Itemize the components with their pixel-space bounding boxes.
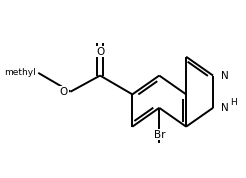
Text: N: N xyxy=(221,103,228,113)
Text: Br: Br xyxy=(154,130,165,140)
Text: methyl: methyl xyxy=(4,68,36,77)
Text: N: N xyxy=(221,70,228,81)
Text: H: H xyxy=(230,98,236,107)
Text: O: O xyxy=(60,87,68,97)
Text: O: O xyxy=(96,46,104,56)
